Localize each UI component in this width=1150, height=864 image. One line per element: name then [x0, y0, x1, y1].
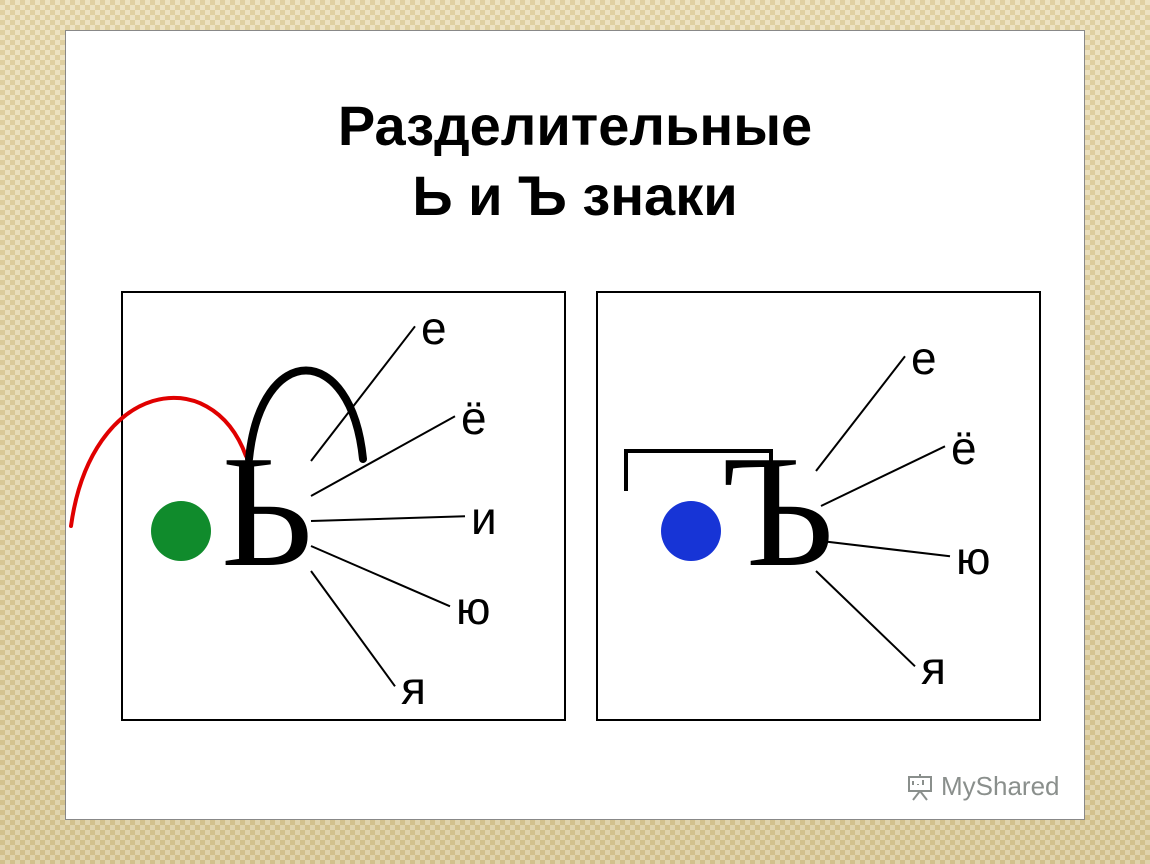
soft-sign-vowel-0: е	[421, 301, 447, 355]
hard-sign-vowel-2: ю	[956, 531, 991, 585]
soft-sign-vowel-3: ю	[456, 581, 491, 635]
soft-sign-vowel-4: я	[401, 661, 426, 715]
hard-sign-vowel-3: я	[921, 641, 946, 695]
hard-sign-letter: Ъ	[721, 431, 834, 591]
watermark-text: MyShared	[941, 771, 1060, 802]
slide-area: Разделительные Ь и Ъ знаки Ь Ъ MyShared …	[65, 30, 1085, 820]
hard-sign-vowel-0: е	[911, 331, 937, 385]
soft-sign-vowel-1: ё	[461, 391, 487, 445]
soft-sign-letter: Ь	[221, 431, 313, 591]
hard-sign-vowel-1: ё	[951, 421, 977, 475]
myshared-icon	[906, 773, 934, 801]
diagram-root: Разделительные Ь и Ъ знаки Ь Ъ MyShared …	[0, 0, 1150, 864]
soft-sign-vowel-2: и	[471, 491, 497, 545]
diagram-overlay	[66, 31, 1086, 821]
